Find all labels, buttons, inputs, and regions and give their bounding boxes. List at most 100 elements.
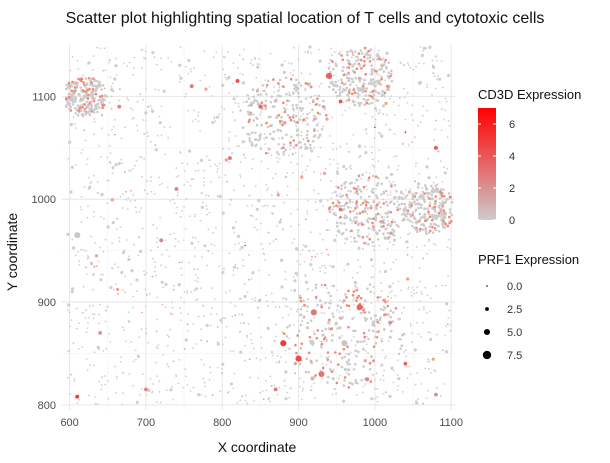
cell-texture-dot bbox=[227, 137, 230, 140]
cell-texture-dot bbox=[424, 226, 428, 230]
cell-texture-dot bbox=[399, 236, 402, 239]
cell-texture-dot bbox=[101, 376, 103, 378]
cell-texture-dot bbox=[386, 220, 389, 222]
cell-texture-dot bbox=[407, 144, 410, 147]
cell-texture-dot bbox=[294, 343, 297, 347]
cell-texture-dot bbox=[427, 176, 431, 180]
cell-texture-dot bbox=[229, 203, 231, 206]
cell-texture-dot bbox=[183, 291, 186, 293]
cell-texture-dot bbox=[190, 70, 192, 73]
cell-texture-dot bbox=[378, 57, 381, 60]
cell-texture-dot bbox=[138, 211, 141, 213]
cell-texture-dot bbox=[428, 197, 431, 200]
cell-texture-dot bbox=[357, 259, 360, 261]
cell-texture-dot bbox=[250, 214, 252, 217]
cell-texture-dot bbox=[423, 184, 427, 187]
cell-texture-dot bbox=[294, 247, 298, 251]
cell-texture-dot bbox=[417, 398, 419, 400]
cell-texture-dot bbox=[342, 347, 346, 351]
cell-texture-dot bbox=[423, 200, 427, 203]
cell-texture-dot bbox=[147, 105, 150, 108]
cell-texture-dot bbox=[150, 107, 153, 110]
cell-texture-dot bbox=[336, 221, 339, 224]
cell-texture-dot bbox=[438, 204, 441, 207]
cell-texture-dot bbox=[356, 86, 360, 90]
cell-texture-dot bbox=[339, 145, 341, 148]
cell-texture-dot bbox=[288, 396, 291, 399]
cell-texture-dot bbox=[359, 203, 363, 207]
cell-texture-dot bbox=[178, 63, 182, 67]
cell-texture-dot bbox=[377, 131, 380, 134]
cell-texture-dot bbox=[432, 72, 435, 74]
cell-texture-dot bbox=[126, 65, 129, 67]
cell-texture-dot bbox=[261, 205, 264, 208]
cell-texture-dot bbox=[332, 368, 335, 371]
cell-texture-dot bbox=[310, 385, 313, 388]
data-point bbox=[227, 156, 232, 161]
cell-texture-dot bbox=[373, 245, 376, 248]
cell-texture-dot bbox=[336, 199, 340, 203]
cell-texture-dot bbox=[295, 143, 298, 147]
cell-texture-dot bbox=[293, 46, 295, 49]
cell-texture-dot bbox=[77, 93, 81, 96]
cell-texture-dot bbox=[371, 164, 374, 167]
cell-texture-dot bbox=[270, 385, 273, 387]
cell-texture-dot bbox=[211, 120, 215, 125]
cell-texture-dot bbox=[193, 268, 196, 271]
cell-texture-dot bbox=[371, 145, 374, 148]
cell-texture-dot bbox=[335, 185, 338, 188]
cell-texture-dot bbox=[417, 333, 420, 336]
cell-texture-dot bbox=[437, 224, 440, 228]
cell-texture-dot bbox=[286, 306, 289, 308]
cell-texture-dot bbox=[331, 377, 335, 381]
cell-texture-dot bbox=[415, 65, 417, 68]
cell-texture-dot bbox=[392, 381, 395, 384]
cell-texture-dot bbox=[342, 73, 346, 77]
chart-title: Scatter plot highlighting spatial locati… bbox=[66, 10, 545, 27]
cell-texture-dot bbox=[385, 123, 387, 126]
cell-texture-dot bbox=[273, 205, 276, 207]
cell-texture-dot bbox=[144, 305, 147, 308]
cell-texture-dot bbox=[361, 85, 365, 88]
cell-texture-dot bbox=[374, 218, 378, 222]
cell-texture-dot bbox=[229, 350, 232, 353]
cell-texture-dot bbox=[178, 261, 181, 264]
cell-texture-dot bbox=[156, 237, 159, 240]
cell-texture-dot bbox=[283, 60, 286, 62]
cell-texture-dot bbox=[283, 379, 286, 382]
cell-texture-dot bbox=[132, 360, 135, 363]
cell-texture-dot bbox=[169, 328, 172, 331]
cell-texture-dot bbox=[164, 239, 167, 242]
cell-texture-dot bbox=[357, 222, 361, 225]
cell-texture-dot bbox=[326, 229, 328, 232]
cell-texture-dot bbox=[179, 46, 182, 48]
cell-texture-dot bbox=[377, 176, 380, 180]
cell-texture-dot bbox=[267, 304, 269, 307]
cell-texture-dot bbox=[298, 294, 302, 298]
cell-texture-dot bbox=[174, 245, 177, 248]
cell-texture-dot bbox=[319, 267, 321, 269]
cell-texture-dot bbox=[352, 134, 355, 136]
cell-texture-dot bbox=[70, 84, 74, 88]
cell-texture-dot bbox=[142, 373, 144, 376]
cell-texture-dot bbox=[135, 211, 138, 214]
cell-texture-dot bbox=[68, 86, 71, 90]
cell-texture-dot bbox=[380, 182, 384, 185]
cell-texture-dot bbox=[155, 274, 157, 277]
cell-texture-dot bbox=[359, 311, 363, 315]
cell-texture-dot bbox=[345, 360, 349, 364]
cell-texture-dot bbox=[149, 377, 152, 380]
cell-texture-dot bbox=[192, 67, 195, 69]
cell-texture-dot bbox=[301, 107, 305, 110]
cell-texture-dot bbox=[389, 191, 392, 193]
cell-texture-dot bbox=[384, 101, 388, 105]
cell-texture-dot bbox=[80, 220, 83, 223]
cell-texture-dot bbox=[376, 181, 380, 185]
cell-texture-dot bbox=[329, 264, 332, 267]
cell-texture-dot bbox=[345, 76, 349, 80]
cell-texture-dot bbox=[237, 102, 240, 105]
cell-texture-dot bbox=[410, 325, 412, 327]
cell-texture-dot bbox=[413, 292, 416, 295]
cell-texture-dot bbox=[130, 341, 133, 343]
cell-texture-dot bbox=[356, 296, 359, 300]
